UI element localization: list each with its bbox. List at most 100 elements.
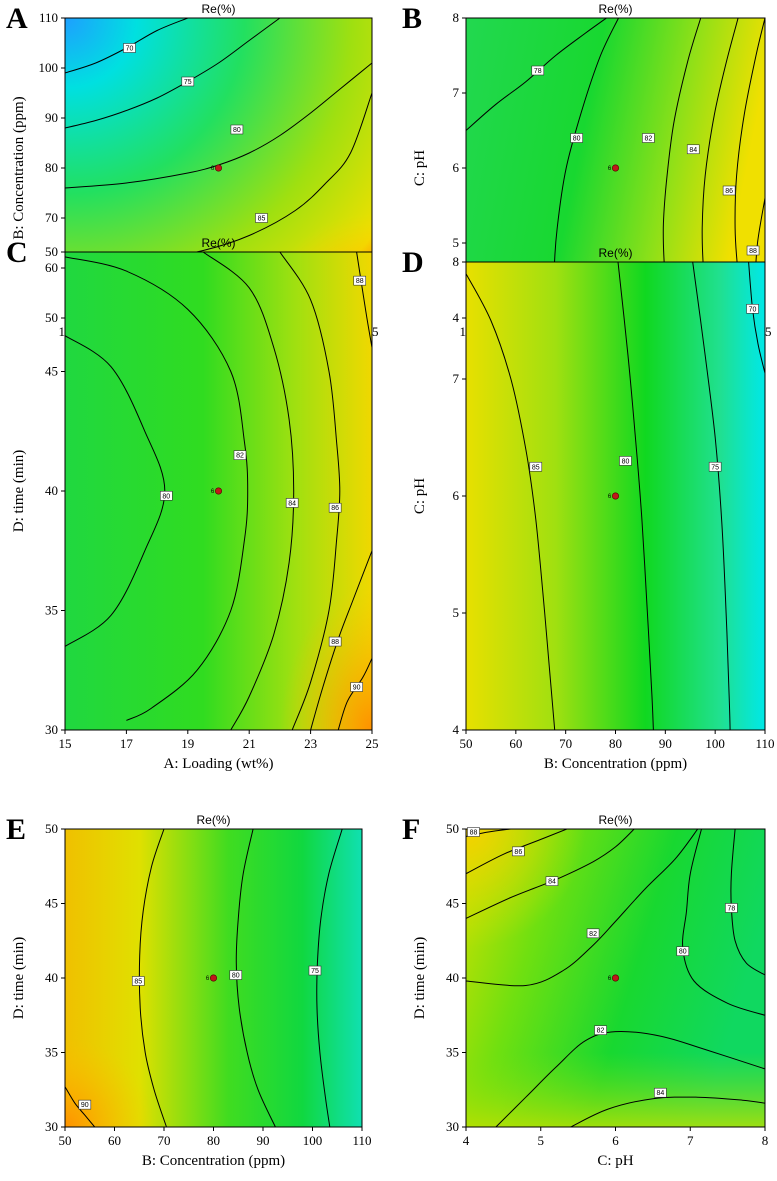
contour-line	[235, 829, 276, 1127]
contour-label: 84	[285, 498, 299, 508]
chart-title: Re(%)	[598, 813, 632, 827]
contour-label: 80	[229, 970, 243, 980]
contour-label: 86	[328, 502, 342, 513]
y-tick-label: 6	[453, 160, 460, 175]
y-tick-label: 30	[446, 1119, 459, 1134]
x-axis-label: C: pH	[597, 1153, 633, 1169]
contour-label: 90	[350, 682, 363, 692]
x-tick-label: 15	[59, 736, 72, 751]
contour-label: 88	[746, 245, 760, 256]
contour-label: 85	[529, 461, 543, 472]
y-tick-label: 45	[446, 896, 459, 911]
x-tick-label: 110	[352, 1133, 371, 1148]
contour-line	[570, 1096, 765, 1127]
x-tick-label: 60	[108, 1133, 121, 1148]
x-tick-label: 8	[762, 1133, 769, 1148]
y-tick-label: 4	[453, 722, 460, 737]
contour-label-text: 90	[81, 1102, 89, 1109]
panel-e: 50 60 70 80 90 100 110 30 35 40 45 50 Re(%) B: Concen…	[6, 813, 372, 1169]
panel-letter: F	[402, 813, 420, 846]
x-tick-label: 4	[463, 1133, 470, 1148]
chart-title: Re(%)	[201, 236, 235, 250]
x-tick-label: 50	[460, 736, 473, 751]
center-point-count: 6	[608, 976, 612, 982]
contour-label: 86	[722, 185, 736, 196]
design-center-point	[611, 974, 619, 982]
x-axis-label: A: Loading (wt%)	[164, 756, 274, 772]
y-tick-label: 7	[453, 371, 460, 386]
x-tick-label: 6	[612, 1133, 619, 1148]
y-tick-label: 40	[446, 970, 459, 985]
x-axis-label: B: Concentration (ppm)	[544, 756, 687, 772]
y-tick-label: 30	[45, 722, 58, 737]
x-tick-label: 19	[181, 736, 194, 751]
contour-label: 70	[746, 303, 759, 314]
contour-label: 84	[545, 876, 559, 886]
contour-label-text: 75	[184, 79, 192, 86]
y-tick-label: 50	[45, 244, 58, 259]
contour-label-text: 88	[331, 639, 339, 646]
y-tick-label: 45	[45, 364, 58, 379]
x-tick-label: 110	[755, 736, 774, 751]
y-axis-label: B: Concentration (ppm)	[11, 96, 27, 239]
contour-label-text: 82	[236, 453, 244, 460]
panel-letter: A	[6, 2, 28, 35]
center-point-count: 6	[206, 976, 210, 982]
x-tick-label: 90	[257, 1133, 270, 1148]
x-tick-label: 60	[509, 736, 522, 751]
contour-label-text: 86	[514, 849, 522, 856]
center-point-count: 6	[211, 166, 215, 172]
y-tick-label: 35	[45, 1045, 58, 1060]
contour-label-text: 80	[679, 949, 687, 956]
contour-line	[65, 62, 372, 189]
contour-label-text: 88	[749, 248, 757, 255]
contour-label: 75	[308, 965, 322, 976]
contour-label-text: 80	[573, 136, 581, 143]
contour-label-text: 70	[126, 46, 134, 53]
x-axis-label: B: Concentration (ppm)	[142, 1153, 285, 1169]
contour-label-text: 86	[725, 188, 733, 195]
contour-label: 84	[686, 144, 700, 155]
chart-title: Re(%)	[196, 813, 230, 827]
contour-label-text: 75	[311, 968, 319, 975]
y-tick-label: 7	[453, 85, 460, 100]
contour-label: 70	[123, 43, 136, 53]
contour-label-text: 88	[356, 278, 364, 285]
y-tick-label: 4	[453, 310, 460, 325]
design-center-point	[210, 974, 218, 982]
chart-title: Re(%)	[201, 2, 235, 16]
contour-line	[202, 252, 295, 730]
contour-label: 75	[708, 461, 722, 472]
y-axis-label: C: pH	[412, 478, 428, 514]
contour-label-text: 78	[727, 905, 735, 912]
y-axis-label: C: pH	[412, 150, 428, 186]
y-tick-label: 5	[453, 235, 460, 250]
design-center-point	[215, 164, 223, 172]
contour-line	[65, 256, 249, 721]
contour-line	[65, 18, 281, 129]
contour-label: 85	[255, 213, 268, 223]
x-tick-label: 21	[243, 736, 256, 751]
contour-label-text: 80	[233, 127, 241, 134]
contour-label-text: 84	[689, 147, 697, 154]
x-tick-label: 23	[304, 736, 317, 751]
x-tick-label: 70	[559, 736, 572, 751]
y-tick-label: 6	[453, 488, 460, 503]
contour-label-text: 82	[644, 136, 652, 143]
panel-letter: D	[402, 246, 424, 279]
y-tick-label: 35	[446, 1045, 459, 1060]
contour-label: 88	[353, 275, 367, 286]
contour-label: 80	[619, 456, 632, 466]
panel-c: 15 17 19 21 23 25 30 35 40 45 50 Re(%) A: Loading (w…	[6, 236, 379, 772]
contour-label: 82	[594, 1025, 607, 1035]
y-axis-label: D: time (min)	[11, 937, 27, 1020]
y-tick-label: 50	[45, 821, 58, 836]
contour-line	[279, 252, 341, 730]
y-tick-label: 8	[453, 254, 460, 269]
x-tick-label: 70	[158, 1133, 171, 1148]
x-tick-label: 90	[659, 736, 672, 751]
contour-label-text: 90	[353, 684, 361, 691]
x-tick-label: 50	[59, 1133, 72, 1148]
